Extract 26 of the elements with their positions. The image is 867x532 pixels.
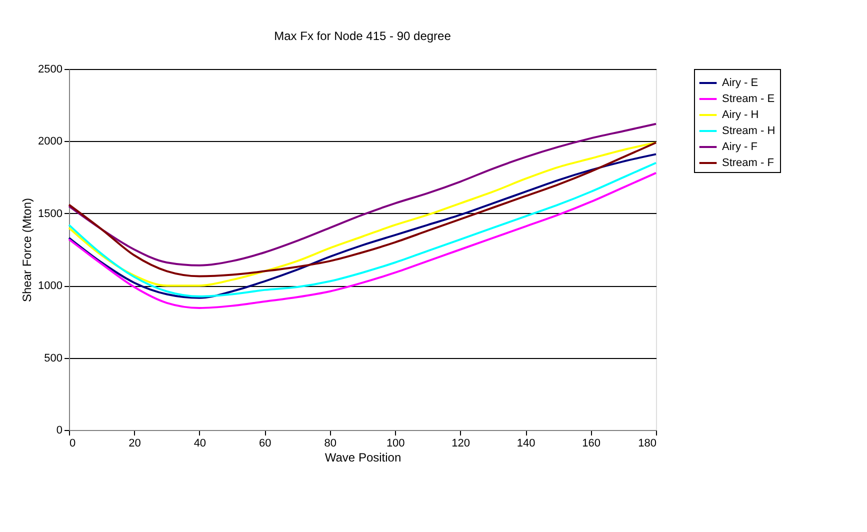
x-axis-title: Wave Position	[324, 450, 402, 464]
y-tick-label: 0	[56, 424, 62, 436]
legend-label: Airy - E	[722, 77, 758, 89]
x-tick-label: 120	[452, 438, 470, 450]
y-tick-label: 1000	[38, 280, 62, 292]
x-tick-label: 140	[516, 438, 536, 450]
chart-title: Max Fx for Node 415 - 90 degree	[274, 29, 452, 43]
line-series	[68, 122, 657, 266]
y-tick-label: 500	[44, 352, 62, 364]
y-axis-title: Shear Force (Mton)	[20, 198, 34, 302]
x-tick-label: 60	[259, 438, 272, 450]
y-tick-label: 1500	[38, 208, 62, 220]
x-tick-label: 0	[70, 438, 76, 450]
x-tick-label: 40	[194, 438, 206, 450]
x-tick-label: 180	[638, 438, 656, 450]
x-tick-label: 20	[128, 438, 141, 450]
x-tick-label: 100	[386, 438, 405, 450]
x-tick-label: 160	[582, 438, 600, 450]
legend-label: Airy - F	[722, 141, 758, 153]
legend-label: Stream - F	[722, 157, 774, 169]
legend-label: Stream - E	[722, 93, 775, 105]
legend-label: Airy - H	[722, 109, 759, 121]
x-tick-label: 80	[324, 438, 337, 450]
y-tick-label: 2500	[38, 64, 62, 76]
y-tick-label: 2000	[38, 136, 62, 148]
legend-label: Stream - H	[722, 125, 776, 137]
